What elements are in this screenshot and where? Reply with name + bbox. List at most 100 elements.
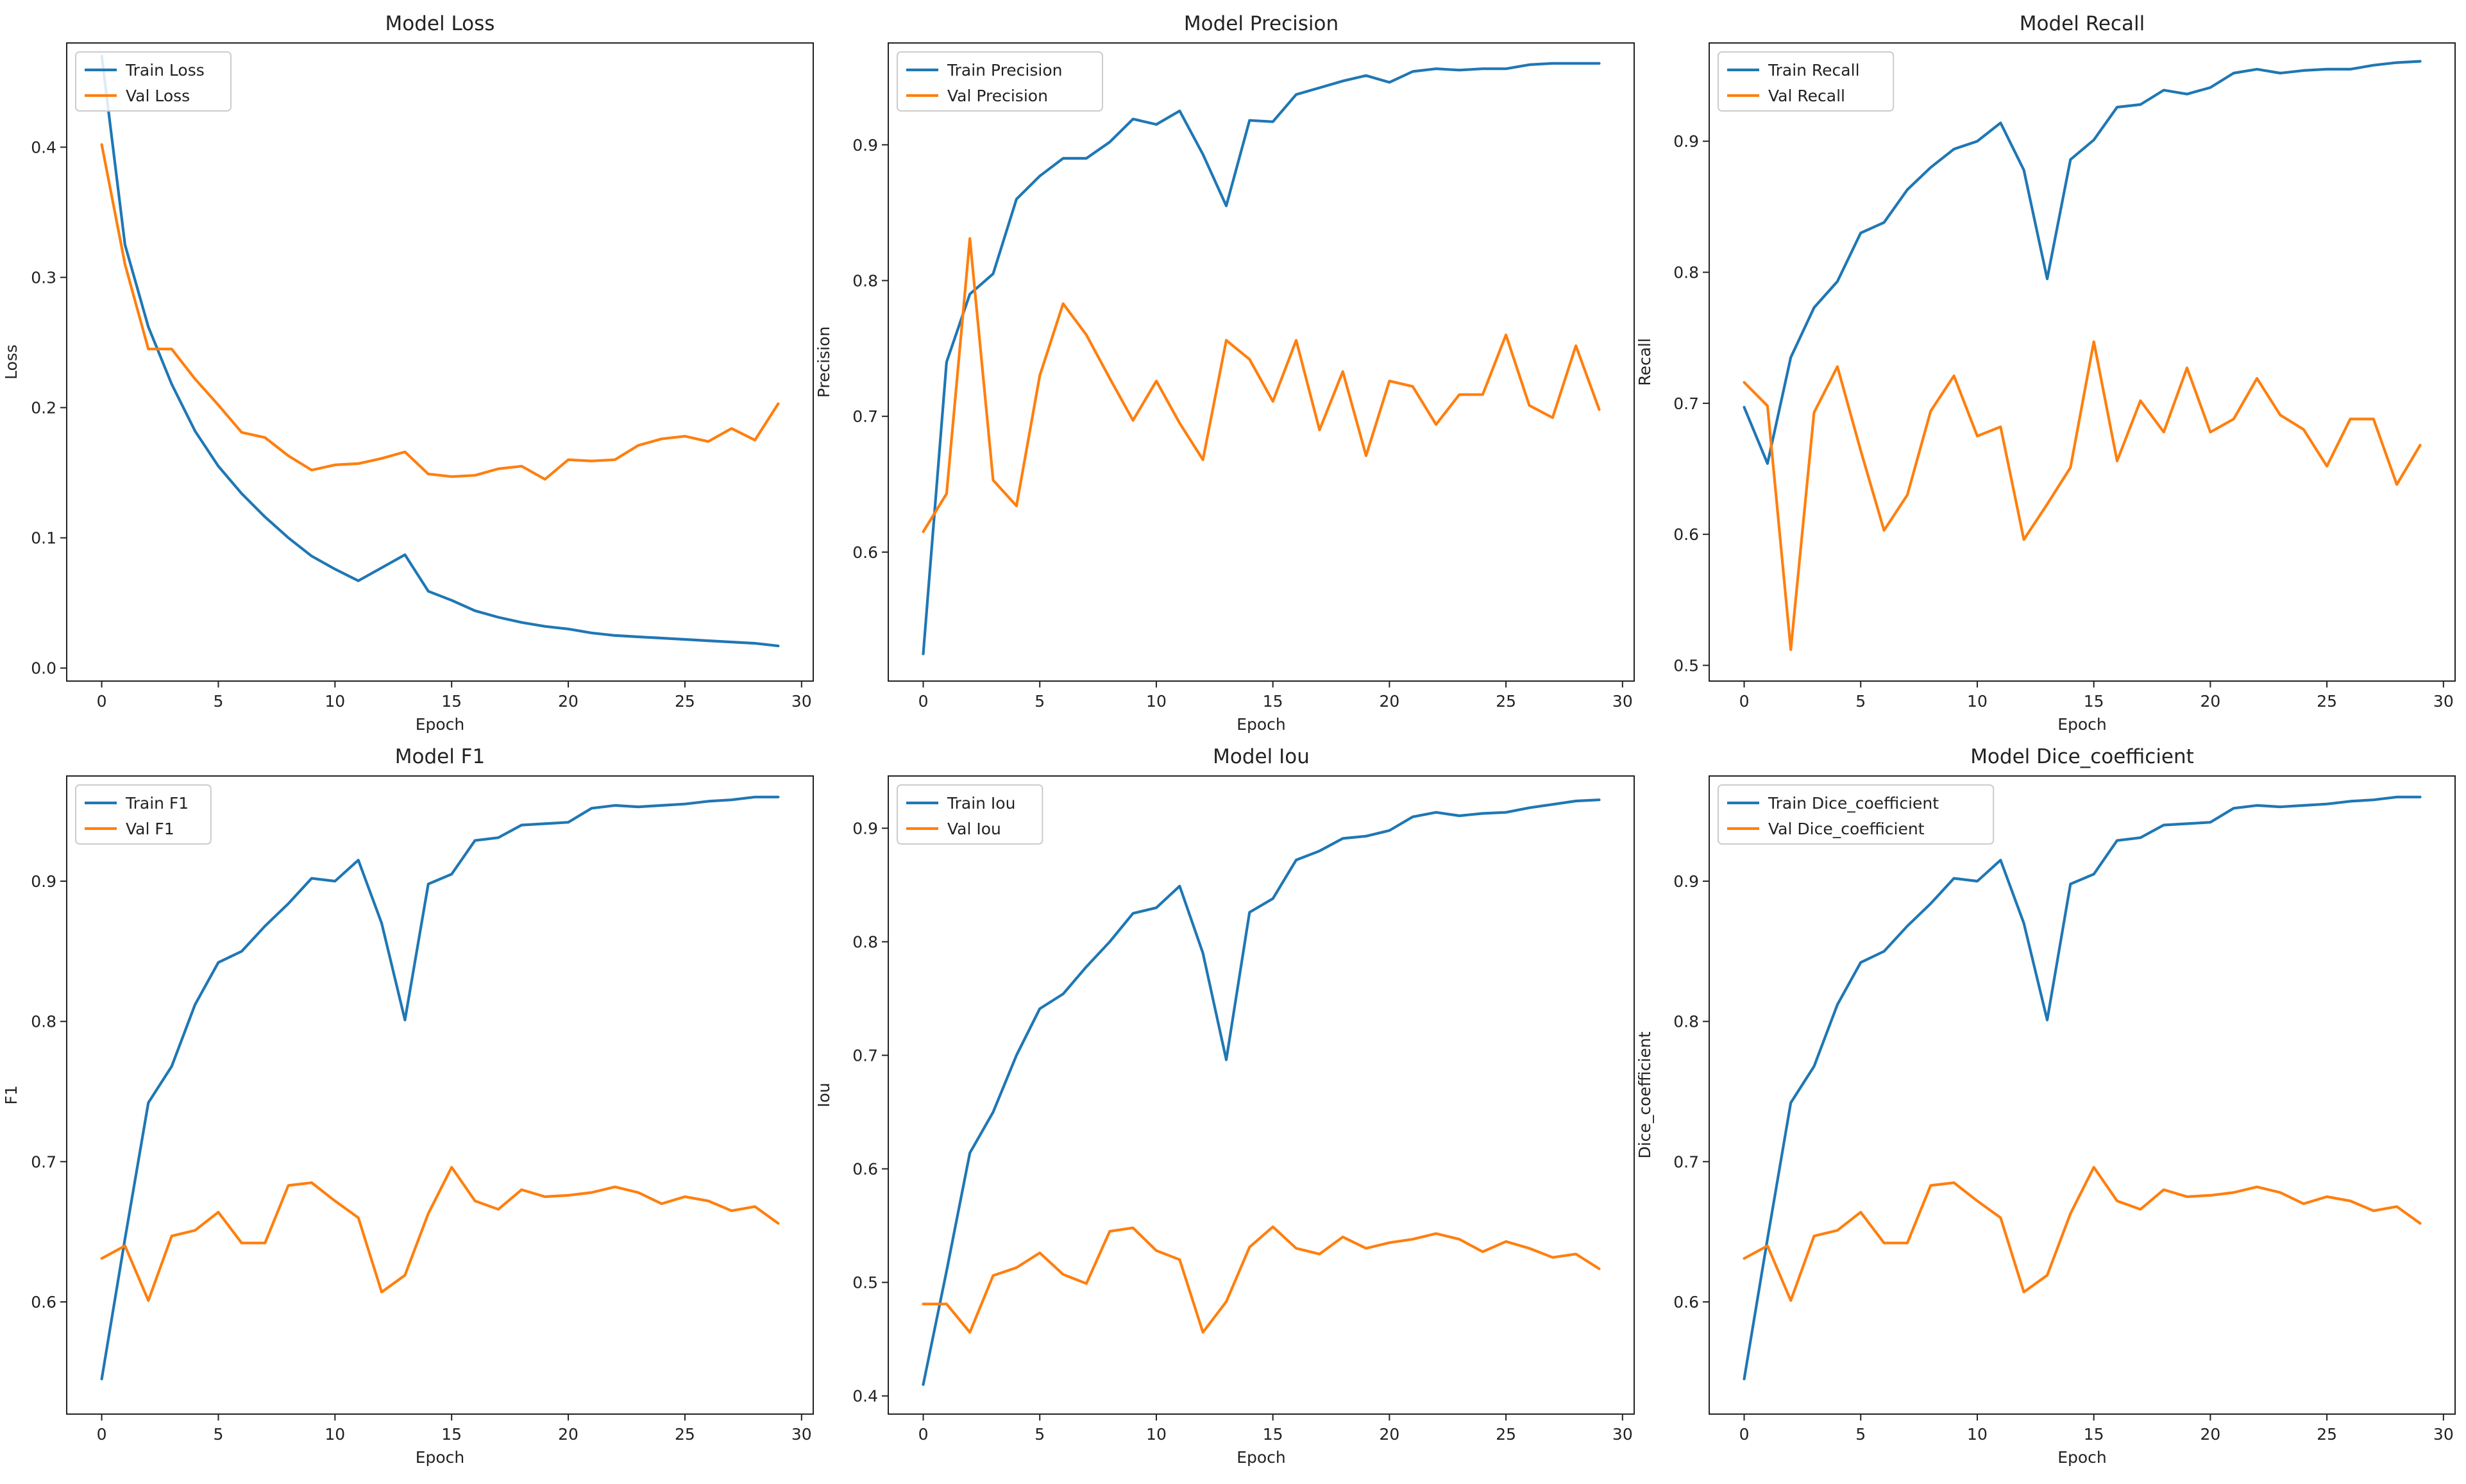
chart-recall: Model Recall 0 5 10 15 20 25 30 0.5 0.6 0.7 0.8 0.9 E… [1635,12,2456,734]
y-tick-label: 0.7 [31,1152,56,1171]
series-line-train-f1 [100,795,780,1381]
y-tick-label: 0.4 [852,1387,878,1406]
x-tick-label: 15 [1263,1425,1283,1444]
legend-box [897,51,1103,112]
x-tick-label: 10 [325,692,345,711]
y-tick-label: 0.6 [852,543,878,562]
x-tick-label: 30 [2433,1425,2454,1444]
x-tick-label: 20 [558,692,578,711]
x-axis-label: Epoch [1237,1448,1286,1467]
legend-label: Val Precision [947,87,1048,105]
legend-label: Train Iou [947,794,1015,813]
y-tick-label: 0.9 [852,136,878,155]
x-tick-label: 25 [2317,1425,2337,1444]
chart-precision: Model Precision 0 5 10 15 20 25 30 0.6 0.7 0.8 0.9 E… [815,12,1635,734]
series-line-train-precision [922,62,1601,655]
chart-f1: Model F1 0 5 10 15 20 25 30 0.6 0.7 0.8 0.9 Epoch F1 T… [2,745,814,1467]
y-tick-label: 0.2 [31,399,56,417]
series-line-train-recall [1743,60,2422,465]
x-tick-label: 10 [1146,1425,1167,1444]
y-axis-label: Iou [815,1083,833,1108]
x-tick-label: 5 [1855,1425,1866,1444]
x-tick-label: 30 [791,692,812,711]
x-tick-label: 0 [918,692,929,711]
x-tick-label: 15 [2084,692,2104,711]
y-axis-label: Recall [1635,338,1654,386]
y-axis-label: Precision [815,326,833,398]
y-tick-label: 0.7 [852,1047,878,1065]
series-line-val-f1 [100,1165,780,1303]
x-tick-label: 15 [1263,692,1283,711]
x-tick-label: 10 [1967,1425,1988,1444]
x-axis-label: Epoch [416,1448,465,1467]
y-tick-label: 0.6 [852,1160,878,1179]
y-tick-label: 0.7 [852,407,878,426]
x-tick-label: 0 [97,1425,107,1444]
series-line-val-iou [922,1225,1601,1334]
y-tick-label: 0.8 [1673,264,1699,282]
x-axis-label: Epoch [1237,715,1286,734]
x-tick-label: 15 [441,692,462,711]
x-tick-label: 0 [918,1425,929,1444]
axes-frame [1709,775,2456,1415]
y-tick-label: 0.9 [852,819,878,838]
chart-title: Model Recall [2020,12,2145,35]
y-axis-label: Dice_coefficient [1635,1031,1654,1158]
legend-label: Train F1 [125,794,189,813]
x-tick-label: 30 [2433,692,2454,711]
x-tick-label: 20 [558,1425,578,1444]
legend-label: Val Dice_coefficient [1768,820,1925,838]
legend-label: Train Loss [125,61,205,80]
x-tick-label: 20 [1379,692,1399,711]
x-tick-label: 25 [2317,692,2337,711]
x-tick-label: 30 [1612,692,1633,711]
y-tick-label: 0.9 [1673,872,1699,891]
x-tick-label: 5 [1035,1425,1045,1444]
y-axis-label: Loss [2,344,21,380]
y-tick-label: 0.0 [31,659,56,678]
series-line-val-dice-coefficient [1743,1165,2422,1303]
y-tick-label: 0.8 [852,932,878,951]
legend-label: Val Recall [1768,87,1845,105]
x-tick-label: 25 [1496,1425,1516,1444]
series-line-val-recall [1743,340,2422,652]
y-tick-label: 0.7 [1673,394,1699,413]
y-tick-label: 0.1 [31,529,56,548]
x-tick-label: 30 [791,1425,812,1444]
y-tick-label: 0.8 [852,271,878,290]
x-tick-label: 20 [2200,692,2220,711]
axes-frame [66,42,814,682]
x-tick-label: 5 [1855,692,1866,711]
axes-frame [888,42,1635,682]
legend-label: Val F1 [126,820,174,838]
x-tick-label: 5 [1035,692,1045,711]
x-tick-label: 10 [325,1425,345,1444]
x-tick-label: 25 [1496,692,1516,711]
y-axis-label: F1 [2,1085,21,1104]
x-tick-label: 5 [213,1425,223,1444]
x-tick-label: 25 [675,692,695,711]
chart-title: Model F1 [395,745,485,768]
y-tick-label: 0.5 [1673,656,1699,675]
y-tick-label: 0.6 [1673,525,1699,544]
y-tick-label: 0.6 [1673,1293,1699,1311]
series-line-val-loss [100,143,780,481]
x-tick-label: 15 [441,1425,462,1444]
x-tick-label: 0 [97,692,107,711]
chart-dice-coefficient: Model Dice_coefficient 0 5 10 15 20 25 30 0.6 0.7… [1635,745,2456,1467]
y-tick-label: 0.8 [1673,1013,1699,1031]
y-tick-label: 0.3 [31,269,56,287]
y-tick-label: 0.9 [1673,132,1699,151]
chart-loss: Model Loss 0 5 10 15 20 25 30 0.0 0.1 0.2 0.3 0.4 Epo… [2,12,814,734]
legend-label: Val Iou [947,820,1001,838]
series-line-train-dice-coefficient [1743,795,2422,1381]
x-axis-label: Epoch [416,715,465,734]
series-line-train-loss [100,55,780,648]
chart-title: Model Iou [1213,745,1310,768]
legend-label: Train Recall [1768,61,1860,80]
x-axis-label: Epoch [2057,1448,2107,1467]
x-tick-label: 5 [213,692,223,711]
legend-label: Train Precision [947,61,1062,80]
y-tick-label: 0.4 [31,138,56,156]
